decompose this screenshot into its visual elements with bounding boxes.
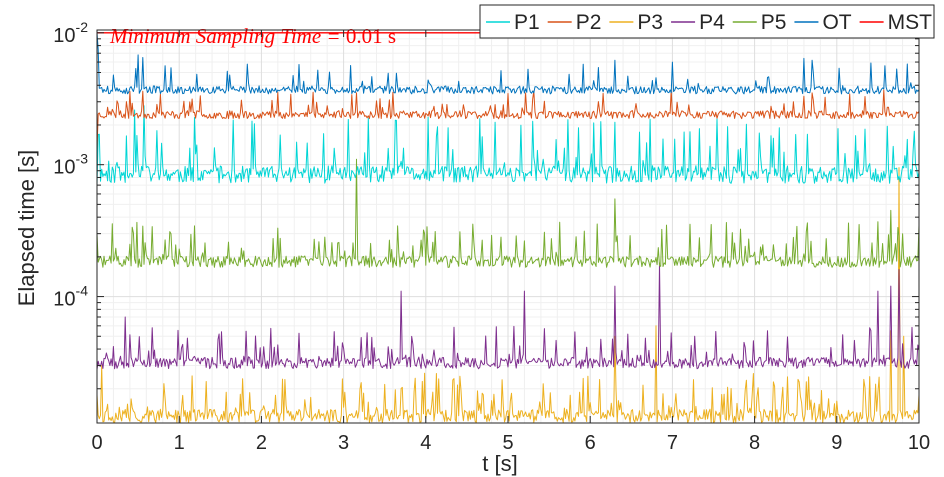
x-tick-label: 8 [749, 432, 760, 454]
legend-label: OT [822, 11, 851, 34]
y-tick-labels: 10-410-310-2 [53, 19, 88, 311]
x-tick-label: 4 [420, 432, 431, 454]
x-tick-label: 7 [667, 432, 678, 454]
legend-item-p3: P3 [609, 11, 663, 34]
legend-item-p4: P4 [671, 11, 725, 34]
y-tick-label-base: 10 [53, 157, 75, 179]
y-tick-label-base: 10 [53, 25, 75, 47]
series-line-p5 [96, 158, 920, 268]
mst-annotation: Minimum Sampling Time = 0.01 s [109, 24, 396, 48]
x-tick-labels: 0 1 2 3 4 5 6 7 8 9 10 [91, 432, 930, 454]
y-tick-label: 10-3 [53, 151, 88, 179]
mst-annotation-text: Minimum Sampling Time = [109, 24, 346, 48]
x-axis-label: t [s] [482, 451, 517, 476]
legend-label: P3 [637, 11, 663, 34]
y-axis-label: Elapsed time [s] [14, 150, 39, 307]
legend-label: MST [888, 11, 933, 34]
x-tick-label: 3 [338, 432, 349, 454]
y-tick-label: 10-2 [53, 19, 88, 47]
series-line-p3 [96, 167, 920, 424]
series-layer [96, 32, 920, 424]
legend-item-ot: OT [794, 11, 852, 34]
legend-label: P5 [761, 11, 787, 34]
legend-item-mst: MST [859, 11, 933, 34]
series-line-p1 [96, 105, 920, 186]
x-tick-label: 6 [585, 432, 596, 454]
y-tick-label-exponent: -4 [76, 283, 89, 299]
legend-items: P1 P2 P3 P4 P5 OT MST [486, 11, 932, 34]
y-tick-label-exponent: -3 [76, 151, 89, 167]
y-tick-label-base: 10 [53, 289, 75, 311]
series-line-p2 [96, 89, 920, 150]
mst-annotation-value: 0.01 s [346, 24, 396, 48]
legend-item-p2: P2 [547, 11, 602, 34]
x-tick-label: 9 [831, 432, 842, 454]
legend-item-p5: P5 [732, 11, 787, 34]
legend-label: P2 [576, 11, 602, 34]
legend-label: P1 [514, 11, 540, 34]
legend: P1 P2 P3 P4 P5 OT MST [479, 4, 935, 39]
legend-item-p1: P1 [486, 11, 540, 34]
y-tick-label-exponent: -2 [76, 19, 89, 35]
series-line-ot [96, 32, 920, 95]
x-tick-label: 1 [174, 432, 185, 454]
series-line-p4 [96, 262, 920, 370]
x-tick-label: 10 [908, 432, 930, 454]
x-tick-label: 2 [256, 432, 267, 454]
y-tick-label: 10-4 [53, 283, 88, 311]
x-tick-label: 5 [502, 432, 513, 454]
legend-label: P4 [699, 11, 725, 34]
x-tick-label: 0 [91, 432, 102, 454]
